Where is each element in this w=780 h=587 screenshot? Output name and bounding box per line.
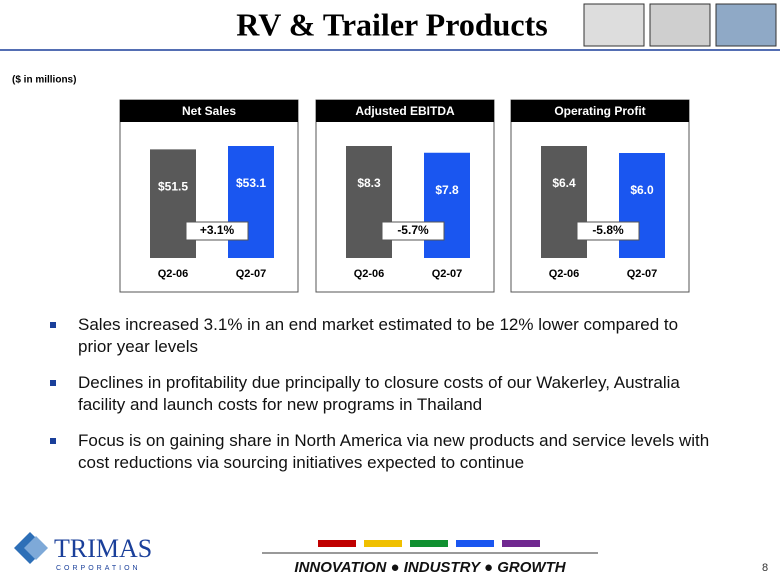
bar [424, 152, 470, 258]
bar [541, 146, 587, 258]
bullet-marker [50, 380, 56, 386]
category-label: Q2-06 [354, 268, 385, 280]
bullet: Sales increased 3.1% in an end market es… [50, 314, 710, 358]
logo-name: TRIMAS [54, 534, 152, 563]
value-label: $7.8 [435, 183, 459, 197]
bullet-text: Focus is on gaining share in North Ameri… [78, 431, 710, 472]
chart-header [120, 100, 298, 122]
tagline: INNOVATION ● INDUSTRY ● GROWTH [294, 559, 566, 576]
chart-title: Operating Profit [554, 104, 645, 118]
value-label: $6.0 [630, 183, 654, 197]
bar [228, 146, 274, 258]
bullet-text: Sales increased 3.1% in an end market es… [78, 315, 679, 356]
value-label: $51.5 [158, 180, 188, 194]
bar [150, 149, 196, 258]
change-box [576, 221, 640, 241]
logo-sub: CORPORATION [56, 565, 141, 572]
bullet-marker [50, 438, 56, 444]
charts: Net Sales $51.5 Q2-06 $53.1 Q2-07 +3.1% Adjust… [119, 99, 690, 293]
chart-title: Net Sales [182, 104, 236, 118]
bar [619, 153, 665, 258]
category-label: Q2-07 [627, 268, 658, 280]
product-icons [583, 3, 777, 47]
chart-header [511, 100, 689, 122]
bullet-list: Sales increased 3.1% in an end market es… [50, 314, 710, 488]
change-label: +3.1% [200, 223, 235, 237]
category-label: Q2-06 [158, 268, 189, 280]
bullet: Focus is on gaining share in North Ameri… [50, 430, 710, 474]
change-box [381, 221, 445, 241]
change-label: -5.7% [397, 223, 429, 237]
slide-title: RV & Trailer Products [236, 6, 547, 42]
bullet: Declines in profitability due principall… [50, 372, 710, 416]
value-label: $53.1 [236, 176, 266, 190]
bullet-text: Declines in profitability due principall… [78, 373, 680, 414]
value-label: $6.4 [552, 176, 576, 190]
change-box [185, 221, 249, 241]
chart-title: Adjusted EBITDA [355, 104, 455, 118]
change-label: -5.8% [592, 223, 624, 237]
category-label: Q2-07 [432, 268, 463, 280]
page-number: 8 [762, 562, 768, 574]
units-note: ($ in millions) [12, 75, 76, 86]
chart-header [316, 100, 494, 122]
value-label: $8.3 [357, 176, 381, 190]
category-label: Q2-06 [549, 268, 580, 280]
bullet-marker [50, 322, 56, 328]
footer: TRIMAS CORPORATION INNOVATION ● INDUSTRY… [14, 532, 768, 576]
category-label: Q2-07 [236, 268, 267, 280]
bar [346, 146, 392, 258]
